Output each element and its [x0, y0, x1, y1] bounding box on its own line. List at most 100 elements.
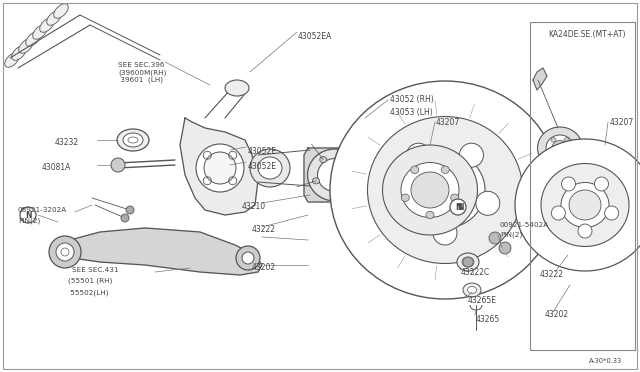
Text: PIN(2): PIN(2)	[500, 232, 522, 238]
Ellipse shape	[551, 138, 556, 142]
Circle shape	[433, 221, 457, 245]
Ellipse shape	[33, 25, 47, 39]
Circle shape	[476, 191, 500, 215]
Ellipse shape	[47, 11, 61, 25]
Circle shape	[578, 224, 592, 238]
Ellipse shape	[405, 152, 485, 228]
Text: N: N	[25, 211, 31, 219]
Circle shape	[605, 206, 619, 220]
Ellipse shape	[411, 172, 449, 208]
Circle shape	[460, 143, 483, 167]
Text: 08921-3202A: 08921-3202A	[18, 207, 67, 213]
Ellipse shape	[117, 129, 149, 151]
Ellipse shape	[383, 145, 477, 235]
Ellipse shape	[367, 116, 522, 263]
Circle shape	[463, 257, 473, 267]
Ellipse shape	[457, 253, 479, 271]
Polygon shape	[58, 228, 262, 275]
Circle shape	[406, 143, 431, 167]
Circle shape	[561, 177, 575, 191]
Circle shape	[452, 199, 468, 215]
Text: N: N	[457, 202, 463, 212]
Ellipse shape	[462, 257, 474, 267]
Ellipse shape	[40, 18, 54, 32]
Text: 43052 (RH): 43052 (RH)	[390, 95, 434, 104]
Circle shape	[126, 206, 134, 214]
Circle shape	[56, 243, 74, 261]
Ellipse shape	[312, 178, 319, 184]
Circle shape	[489, 232, 501, 244]
Circle shape	[236, 246, 260, 270]
Polygon shape	[304, 148, 366, 202]
Text: SEE SEC.396
(39600M(RH)
 39601  (LH): SEE SEC.396 (39600M(RH) 39601 (LH)	[118, 62, 166, 83]
Circle shape	[121, 214, 129, 222]
Text: N: N	[455, 202, 461, 212]
Text: 43222: 43222	[540, 270, 564, 279]
Text: 43207: 43207	[436, 118, 460, 127]
Ellipse shape	[568, 149, 573, 153]
Ellipse shape	[463, 283, 481, 297]
Text: A-30*0.33: A-30*0.33	[589, 358, 622, 364]
Ellipse shape	[204, 152, 236, 184]
Circle shape	[390, 191, 414, 215]
Ellipse shape	[552, 141, 568, 155]
Ellipse shape	[225, 80, 249, 96]
Text: 55502(LH): 55502(LH)	[68, 289, 109, 295]
Ellipse shape	[417, 164, 472, 216]
Ellipse shape	[343, 157, 350, 163]
Ellipse shape	[351, 178, 358, 184]
Ellipse shape	[541, 164, 629, 247]
Circle shape	[20, 207, 36, 223]
Text: (55501 (RH): (55501 (RH)	[68, 278, 113, 285]
Ellipse shape	[320, 157, 327, 163]
Ellipse shape	[442, 166, 449, 173]
Text: 43265: 43265	[476, 315, 500, 324]
Ellipse shape	[4, 53, 19, 67]
Ellipse shape	[54, 4, 68, 18]
Ellipse shape	[564, 138, 569, 142]
Ellipse shape	[196, 144, 244, 192]
Text: 43202: 43202	[252, 263, 276, 272]
Text: 43202: 43202	[545, 310, 569, 319]
Ellipse shape	[330, 81, 560, 299]
Circle shape	[450, 199, 466, 215]
Bar	[530, 22, 635, 350]
Text: 43081A: 43081A	[42, 163, 72, 172]
Circle shape	[595, 177, 609, 191]
Circle shape	[242, 252, 254, 264]
Text: 43052EA: 43052EA	[298, 32, 332, 41]
Text: 43265E: 43265E	[468, 296, 497, 305]
Polygon shape	[180, 118, 258, 215]
Ellipse shape	[561, 183, 609, 228]
Ellipse shape	[401, 194, 409, 202]
Ellipse shape	[569, 190, 601, 220]
Circle shape	[552, 206, 565, 220]
Ellipse shape	[546, 135, 574, 161]
Text: 43207: 43207	[610, 118, 634, 127]
Ellipse shape	[26, 32, 40, 46]
Ellipse shape	[515, 139, 640, 271]
Ellipse shape	[411, 166, 419, 173]
Ellipse shape	[451, 194, 459, 202]
Ellipse shape	[557, 156, 563, 160]
Text: 43232: 43232	[55, 138, 79, 147]
Ellipse shape	[317, 158, 353, 192]
Text: KA24DE.SE.(MT+AT): KA24DE.SE.(MT+AT)	[548, 30, 625, 39]
Ellipse shape	[401, 163, 459, 218]
Ellipse shape	[12, 46, 26, 60]
Ellipse shape	[258, 157, 282, 179]
Text: 43222C: 43222C	[461, 268, 490, 277]
Text: 43052E: 43052E	[248, 162, 277, 171]
Text: SEE SEC.431: SEE SEC.431	[72, 267, 118, 273]
Text: 43210: 43210	[242, 202, 266, 211]
Ellipse shape	[307, 149, 362, 201]
Ellipse shape	[538, 127, 582, 169]
Ellipse shape	[547, 149, 552, 153]
Text: 43053 (LH): 43053 (LH)	[390, 108, 433, 117]
Circle shape	[111, 158, 125, 172]
Ellipse shape	[123, 133, 143, 147]
Ellipse shape	[250, 149, 290, 187]
Polygon shape	[533, 68, 547, 90]
Circle shape	[49, 236, 81, 268]
Ellipse shape	[467, 286, 477, 294]
